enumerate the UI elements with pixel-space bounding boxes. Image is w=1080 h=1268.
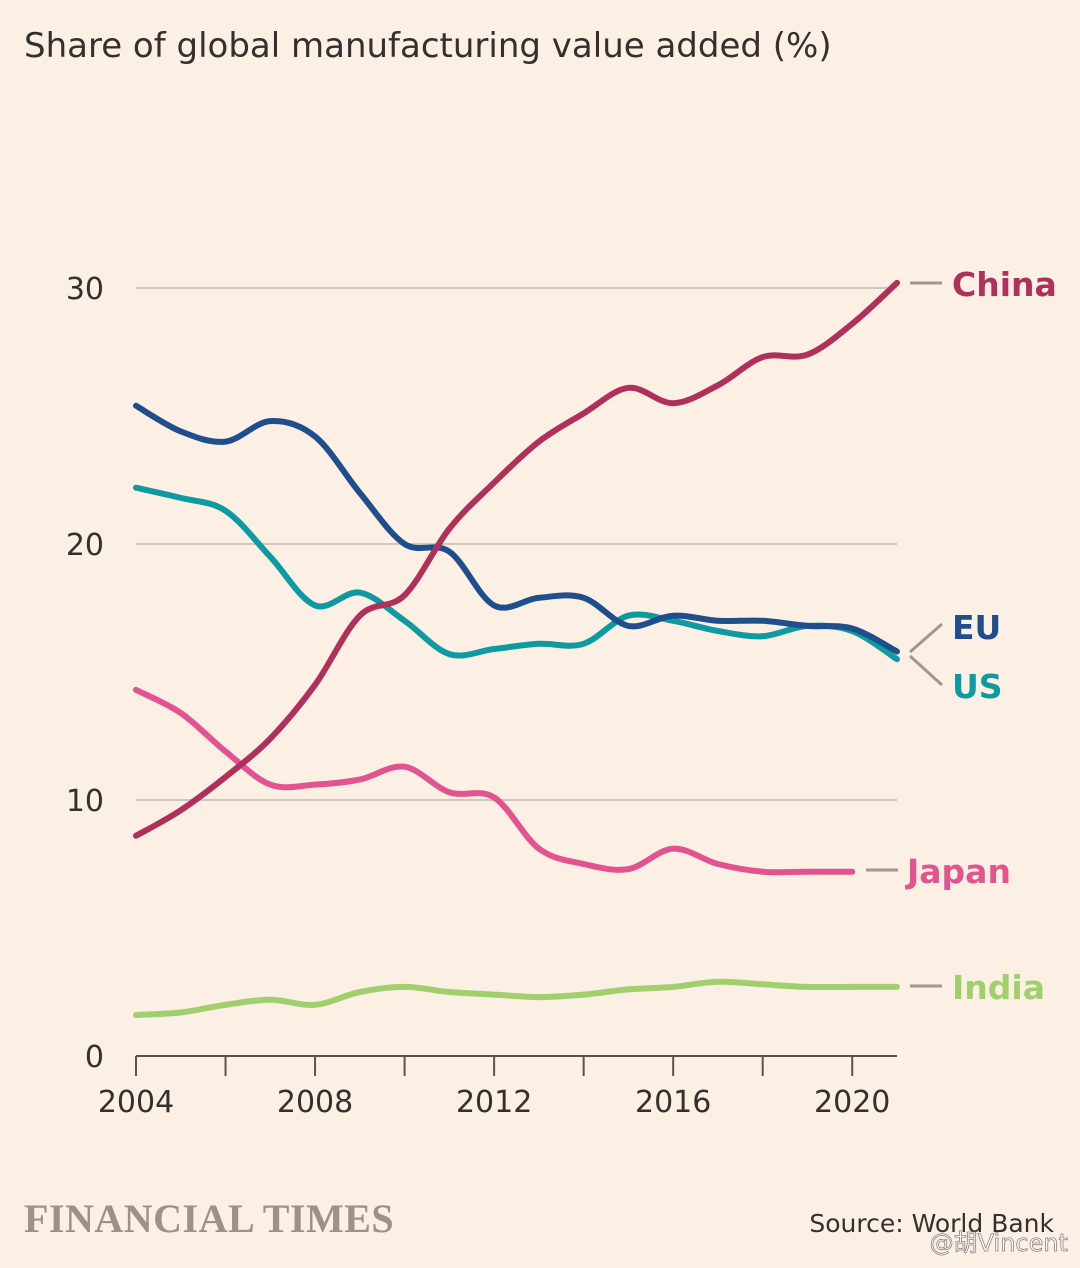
label-connector-eu xyxy=(909,622,943,654)
series-line-us xyxy=(133,484,900,663)
source-note: Source: World Bank xyxy=(809,1209,1054,1238)
label-connector-us xyxy=(908,654,944,687)
gridlines xyxy=(136,287,897,801)
y-tick-label: 20 xyxy=(66,528,104,563)
series-line-japan xyxy=(133,686,856,876)
watermark: @胡Vincent xyxy=(930,1229,1068,1257)
series-line-eu xyxy=(133,402,900,655)
series-labels: China EU US Japan India xyxy=(866,265,1057,1007)
series-label-japan: Japan xyxy=(905,852,1011,891)
series-label-india: India xyxy=(952,968,1045,1007)
x-tick-label: 2012 xyxy=(456,1085,532,1120)
series-line-china xyxy=(133,279,900,839)
series-line-india xyxy=(133,978,900,1018)
y-tick-label: 30 xyxy=(66,272,104,307)
y-tick-label: 0 xyxy=(85,1040,104,1075)
x-tick-label: 2008 xyxy=(277,1085,353,1120)
x-tick-label: 2016 xyxy=(635,1085,711,1120)
series-label-us: US xyxy=(952,667,1003,706)
y-axis-labels: 0 10 20 30 xyxy=(66,272,104,1075)
series-lines xyxy=(133,279,900,1018)
y-tick-label: 10 xyxy=(66,784,104,819)
x-tick-label: 2004 xyxy=(98,1085,174,1120)
chart-title: Share of global manufacturing value adde… xyxy=(24,26,832,66)
series-label-eu: EU xyxy=(952,608,1001,647)
x-axis: 2004 2008 2012 2016 2020 xyxy=(98,1055,897,1120)
series-label-china: China xyxy=(952,265,1057,304)
ft-logo: FINANCIAL TIMES xyxy=(24,1196,394,1241)
x-tick-label: 2020 xyxy=(814,1085,890,1120)
